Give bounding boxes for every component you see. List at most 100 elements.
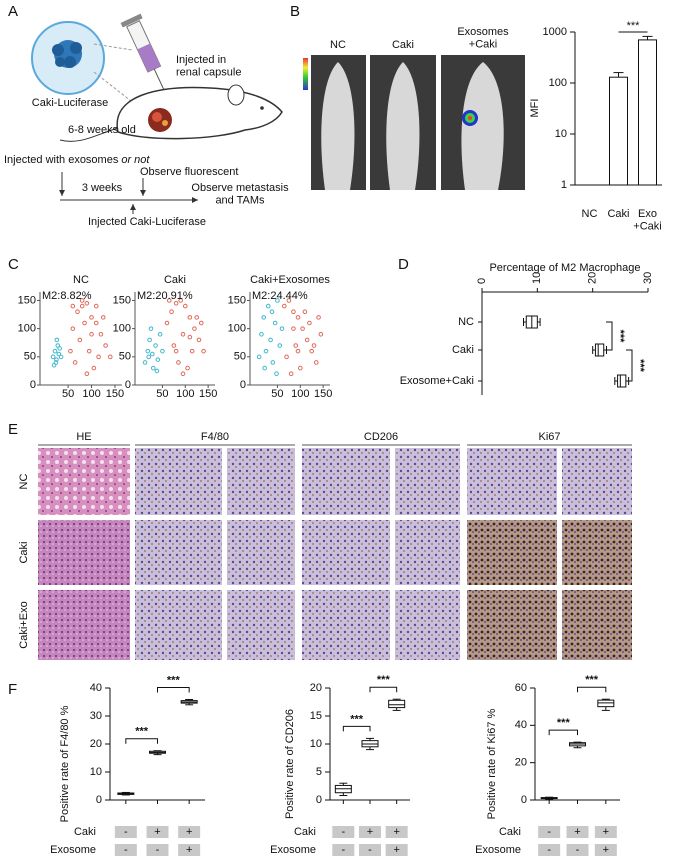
- point: [86, 348, 92, 354]
- x-tick-label: 10: [531, 272, 543, 284]
- point: [291, 326, 296, 331]
- point: [180, 331, 186, 337]
- point: [309, 348, 315, 354]
- point: [279, 326, 285, 331]
- point: [58, 354, 64, 360]
- y-tick-label: 10: [555, 128, 567, 140]
- condition-label: Exosome: [475, 844, 521, 856]
- point: [84, 300, 90, 306]
- panel-label: B: [290, 3, 300, 20]
- y-tick-label: 150: [228, 294, 246, 306]
- point: [261, 315, 267, 320]
- point: [79, 298, 85, 303]
- point: [318, 331, 324, 337]
- sign-box: [566, 844, 589, 856]
- point: [150, 365, 156, 371]
- sign-box: [178, 826, 201, 838]
- chart-title: Percentage of M2 Macrophage: [489, 262, 640, 274]
- micrograph: [467, 520, 557, 585]
- micrograph: [395, 520, 460, 585]
- point: [75, 309, 80, 315]
- row-label: NC: [18, 474, 30, 490]
- point: [146, 354, 152, 360]
- significance-bracket: [606, 321, 613, 351]
- point: [164, 320, 170, 326]
- x-tick-label: 50: [62, 388, 74, 400]
- y-tick-label: 150: [18, 294, 36, 306]
- chart-title: Caki+Exosomes: [250, 274, 330, 286]
- sign: -: [368, 844, 372, 856]
- point: [96, 354, 101, 360]
- condition-label: Exosome: [50, 844, 96, 856]
- sign: -: [341, 844, 345, 856]
- column-header: CD206: [364, 431, 398, 443]
- point: [196, 337, 202, 343]
- sign: +: [603, 844, 609, 856]
- row-label: Caki: [18, 541, 30, 563]
- micrograph: [38, 520, 130, 585]
- header-bar: [302, 444, 460, 446]
- y-tick-label: 1: [561, 179, 567, 191]
- point: [107, 354, 113, 360]
- point: [198, 320, 204, 326]
- point: [142, 360, 148, 365]
- sign-box: [385, 844, 408, 856]
- point: [269, 309, 275, 315]
- point: [72, 360, 78, 365]
- micrograph: [395, 590, 460, 660]
- point: [77, 337, 83, 343]
- significance: ***: [557, 717, 571, 729]
- point: [182, 303, 188, 309]
- point: [178, 298, 184, 303]
- sign-box: [114, 844, 137, 856]
- significance-bracket: [157, 686, 190, 693]
- y-tick-label: 0: [240, 379, 246, 391]
- point: [89, 331, 94, 337]
- y-tick-label: 50: [119, 351, 131, 363]
- age-label: 6-8 weeks old: [68, 124, 136, 136]
- x-tick-label: 100: [82, 388, 100, 400]
- micrograph: [467, 590, 557, 660]
- point: [307, 320, 312, 326]
- point: [263, 348, 269, 354]
- significance: ***: [627, 20, 641, 32]
- point: [70, 326, 76, 331]
- injection-label: Injected in renal capsule: [176, 54, 241, 79]
- y-tick-label: 0: [125, 379, 131, 391]
- sign: -: [156, 844, 160, 856]
- y-tick-label: 0: [96, 794, 102, 806]
- sign-box: [359, 844, 381, 856]
- y-tick-label: 1000: [543, 26, 567, 38]
- point: [277, 343, 283, 348]
- significance: ***: [614, 330, 626, 344]
- sign: +: [367, 826, 373, 838]
- chart-title: NC: [73, 274, 89, 286]
- significance-bracket: [342, 725, 371, 732]
- end-label: Observe metastasis and TAMs: [191, 182, 289, 207]
- point: [187, 315, 193, 320]
- point: [275, 298, 280, 303]
- row-label: Caki+Exo: [18, 601, 30, 648]
- sign: -: [547, 844, 551, 856]
- y-tick-label: 0: [30, 379, 36, 391]
- x-tick-label: 50: [156, 388, 168, 400]
- y-tick-label: 100: [113, 323, 131, 335]
- point: [286, 298, 292, 303]
- point: [288, 371, 294, 377]
- column-header: Ki67: [538, 431, 560, 443]
- point: [84, 371, 90, 377]
- point: [192, 326, 197, 331]
- condition-label: Caki: [294, 826, 316, 838]
- x-tick-label: 0: [476, 278, 488, 284]
- point: [91, 365, 97, 371]
- x-tick-label: 150: [106, 388, 124, 400]
- x-tick-label: Exo +Caki: [633, 208, 661, 233]
- x-tick-label: 20: [587, 272, 599, 284]
- panel-label: E: [8, 421, 18, 438]
- column-header: F4/80: [201, 431, 229, 443]
- point: [187, 334, 193, 340]
- significance-bracket: [125, 738, 158, 744]
- point: [169, 309, 174, 315]
- x-tick-label: 50: [271, 388, 283, 400]
- point: [166, 298, 172, 303]
